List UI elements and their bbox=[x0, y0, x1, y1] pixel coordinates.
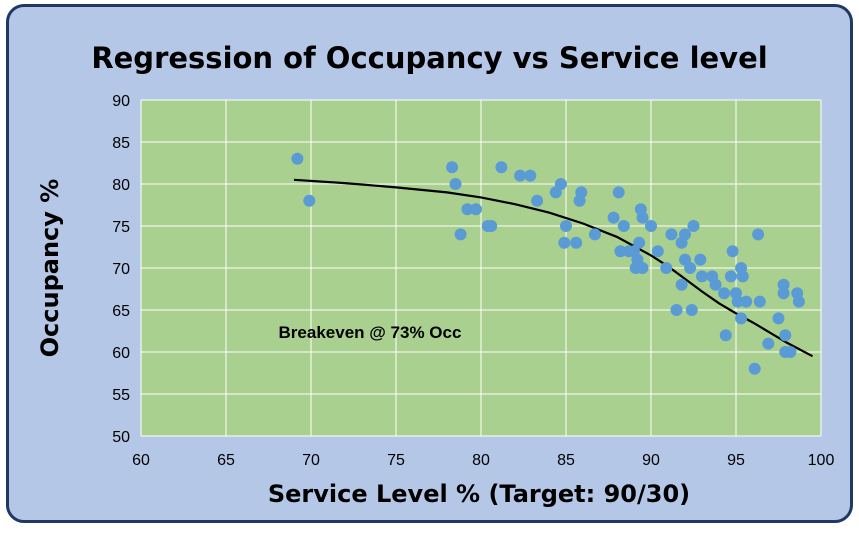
data-point bbox=[531, 194, 544, 207]
data-point bbox=[588, 228, 601, 241]
breakeven-annotation: Breakeven @ 73% Occ bbox=[279, 323, 462, 342]
data-point bbox=[675, 278, 688, 291]
data-point bbox=[670, 304, 683, 316]
data-points bbox=[291, 152, 805, 375]
y-tick-label: 85 bbox=[112, 135, 130, 152]
x-tick-label: 75 bbox=[387, 452, 405, 469]
data-point bbox=[636, 211, 649, 224]
data-point bbox=[617, 220, 630, 232]
y-tick-label: 50 bbox=[112, 429, 130, 446]
y-tick-label: 75 bbox=[112, 219, 130, 236]
data-point bbox=[736, 270, 749, 283]
data-point bbox=[687, 220, 700, 232]
x-tick-label: 85 bbox=[557, 452, 575, 469]
data-point bbox=[684, 262, 697, 274]
chart-title: Regression of Occupancy vs Service level bbox=[91, 41, 768, 75]
data-point bbox=[607, 211, 620, 224]
data-point bbox=[748, 362, 761, 375]
data-point bbox=[636, 262, 649, 274]
x-tick-label: 70 bbox=[302, 452, 320, 469]
data-point bbox=[575, 186, 588, 199]
data-point bbox=[731, 295, 744, 308]
data-point bbox=[303, 194, 316, 207]
x-tick-label: 65 bbox=[217, 452, 235, 469]
data-point bbox=[645, 220, 657, 232]
data-point bbox=[570, 236, 583, 249]
data-point bbox=[461, 203, 474, 216]
data-point bbox=[660, 262, 673, 274]
y-tick-label: 65 bbox=[112, 303, 130, 320]
trendline bbox=[293, 178, 814, 358]
data-point bbox=[709, 278, 722, 291]
data-point bbox=[685, 304, 698, 316]
data-point bbox=[779, 329, 792, 342]
gridlines bbox=[140, 99, 822, 437]
data-point bbox=[665, 228, 678, 241]
data-point bbox=[724, 270, 737, 283]
data-point bbox=[679, 228, 691, 241]
y-tick-label: 90 bbox=[112, 93, 130, 110]
data-point bbox=[777, 287, 790, 300]
y-tick-label: 55 bbox=[112, 387, 130, 404]
data-point bbox=[792, 295, 805, 308]
data-point bbox=[784, 346, 797, 358]
data-point bbox=[651, 245, 664, 258]
data-point bbox=[495, 161, 508, 174]
data-point bbox=[449, 178, 462, 190]
data-point bbox=[777, 278, 790, 291]
data-point bbox=[554, 178, 567, 190]
x-tick-label: 95 bbox=[727, 452, 745, 469]
data-point bbox=[469, 203, 482, 216]
data-point bbox=[291, 152, 304, 165]
y-axis-label: Occupancy % bbox=[36, 179, 64, 358]
x-axis-label: Service Level % (Target: 90/30) bbox=[268, 480, 690, 508]
data-point bbox=[514, 169, 527, 182]
data-point bbox=[718, 287, 731, 300]
x-tick-label: 100 bbox=[808, 452, 835, 469]
data-point bbox=[735, 312, 748, 325]
data-point bbox=[772, 312, 785, 325]
data-point bbox=[454, 228, 467, 241]
data-point bbox=[485, 220, 498, 232]
data-point bbox=[612, 186, 625, 199]
y-tick-label: 70 bbox=[112, 261, 130, 278]
data-point bbox=[614, 245, 627, 258]
data-point bbox=[752, 228, 765, 241]
data-point bbox=[558, 236, 571, 249]
y-tick-label: 60 bbox=[112, 345, 130, 362]
data-point bbox=[524, 169, 537, 182]
x-tick-label: 80 bbox=[472, 452, 490, 469]
data-point bbox=[762, 337, 775, 350]
data-point bbox=[560, 220, 572, 232]
data-point bbox=[694, 253, 707, 266]
data-point bbox=[740, 295, 753, 308]
data-point bbox=[753, 295, 766, 308]
data-point bbox=[696, 270, 708, 283]
x-tick-label: 60 bbox=[132, 452, 150, 469]
data-point bbox=[726, 245, 739, 258]
data-point bbox=[446, 161, 459, 174]
tick-labels: 60 65 70 75 80 85 90 95 100 50 55 60 65 70 75 80 85 90 bbox=[112, 93, 834, 469]
x-tick-label: 90 bbox=[642, 452, 660, 469]
data-point bbox=[633, 236, 646, 249]
y-tick-label: 80 bbox=[112, 177, 130, 194]
data-point bbox=[719, 329, 732, 342]
